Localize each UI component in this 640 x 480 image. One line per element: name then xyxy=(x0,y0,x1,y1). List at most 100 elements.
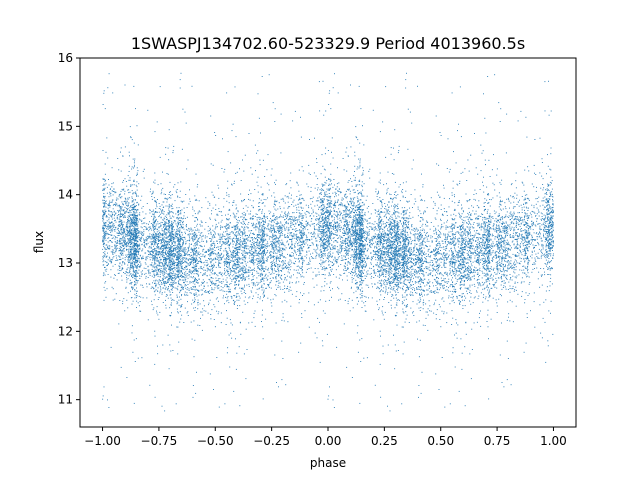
data-point xyxy=(244,243,245,244)
data-point xyxy=(398,225,400,227)
data-point xyxy=(301,210,303,211)
data-point xyxy=(488,258,490,260)
data-point xyxy=(183,217,185,219)
data-point xyxy=(219,250,221,251)
data-point xyxy=(421,199,423,201)
data-point xyxy=(142,170,144,172)
data-point xyxy=(260,265,262,267)
data-point xyxy=(132,200,134,202)
data-point xyxy=(368,170,370,172)
data-point xyxy=(214,228,216,230)
data-point xyxy=(346,231,348,233)
data-point xyxy=(472,240,474,242)
data-point xyxy=(313,225,315,227)
data-point xyxy=(485,231,487,233)
data-point xyxy=(483,93,484,95)
data-point xyxy=(340,212,342,214)
data-point xyxy=(363,245,365,247)
data-point xyxy=(318,81,320,83)
data-point xyxy=(258,288,260,290)
data-point xyxy=(284,195,286,197)
data-point xyxy=(330,232,332,234)
data-point xyxy=(172,207,174,209)
data-point xyxy=(115,274,116,276)
data-point xyxy=(300,234,301,236)
data-point xyxy=(405,213,407,215)
data-point xyxy=(304,212,306,214)
data-point xyxy=(437,247,439,249)
data-point xyxy=(190,292,192,294)
data-point xyxy=(346,229,348,231)
data-point xyxy=(301,226,303,228)
data-point xyxy=(357,351,359,353)
data-point xyxy=(329,90,331,92)
data-point xyxy=(231,238,233,240)
data-point xyxy=(321,183,323,185)
data-point xyxy=(276,258,278,260)
data-point xyxy=(181,304,183,305)
data-point xyxy=(510,215,512,217)
data-point xyxy=(230,295,232,297)
data-point xyxy=(135,270,137,272)
data-point xyxy=(421,235,423,237)
data-point xyxy=(466,222,468,224)
data-point xyxy=(230,162,232,164)
data-point xyxy=(409,212,411,214)
data-point xyxy=(252,287,253,289)
data-point xyxy=(455,162,457,164)
data-point xyxy=(501,249,503,251)
data-point xyxy=(139,254,141,256)
data-point xyxy=(227,242,228,244)
data-point xyxy=(320,248,322,250)
data-point xyxy=(342,217,344,219)
data-point xyxy=(361,184,363,186)
data-point xyxy=(238,274,240,276)
data-point xyxy=(356,214,358,216)
data-point xyxy=(181,295,182,297)
data-point xyxy=(416,271,417,273)
data-point xyxy=(236,249,238,251)
data-point xyxy=(104,234,105,236)
data-point xyxy=(538,257,540,259)
data-point xyxy=(452,266,454,268)
data-point xyxy=(499,208,501,210)
data-point xyxy=(391,267,393,269)
data-point xyxy=(171,234,173,235)
data-point xyxy=(184,285,186,287)
data-point xyxy=(365,247,366,249)
data-point xyxy=(452,251,454,253)
data-point xyxy=(526,136,528,138)
data-point xyxy=(361,307,363,308)
data-point xyxy=(512,216,513,218)
data-point xyxy=(169,181,171,183)
data-point xyxy=(365,254,367,256)
data-point xyxy=(454,196,455,198)
data-point xyxy=(116,242,118,243)
data-point xyxy=(276,280,278,282)
data-point xyxy=(515,218,517,220)
data-point xyxy=(152,266,154,268)
data-point xyxy=(419,293,421,295)
data-point xyxy=(141,234,143,235)
data-point xyxy=(419,279,421,281)
data-point xyxy=(409,273,411,275)
data-point xyxy=(240,237,241,239)
data-point xyxy=(215,280,217,282)
data-point xyxy=(291,236,293,238)
data-point xyxy=(375,259,377,261)
data-point xyxy=(385,287,387,289)
data-point xyxy=(197,275,199,277)
data-point xyxy=(358,85,360,87)
data-point xyxy=(502,226,504,228)
data-point xyxy=(404,242,406,244)
data-point xyxy=(438,389,440,390)
data-point xyxy=(447,138,449,140)
data-point xyxy=(112,265,114,267)
data-point xyxy=(122,224,124,226)
data-point xyxy=(119,243,121,245)
data-point xyxy=(524,299,526,300)
data-point xyxy=(500,204,502,206)
data-point xyxy=(354,255,356,257)
data-point xyxy=(435,238,437,239)
